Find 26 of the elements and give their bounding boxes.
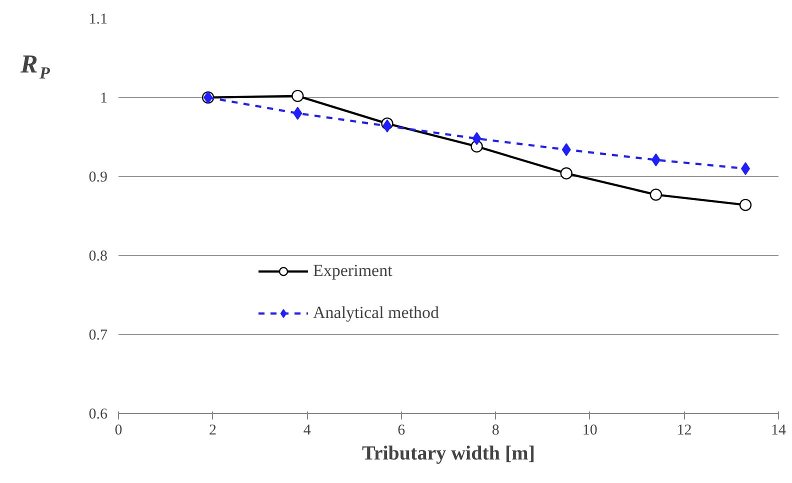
y-tick-label: 0.9 [88, 170, 108, 186]
y-tick-label: 1 [100, 90, 108, 106]
point [651, 153, 660, 166]
legend-label: Experiment [313, 261, 392, 281]
y-tick-label: 1.1 [88, 12, 108, 28]
point [560, 167, 572, 180]
x-tick-label: 0 [114, 422, 122, 438]
x-tick-label: 4 [303, 422, 312, 438]
x-tick-label: 14 [771, 422, 786, 438]
legend-label: Analytical method [313, 303, 440, 323]
y-tick-label: 0.7 [88, 328, 108, 344]
y-tick-label: 0.8 [88, 248, 108, 264]
point [739, 198, 752, 212]
x-tick-label: 8 [492, 422, 500, 438]
point [293, 106, 302, 120]
x-tick-label: 10 [582, 422, 598, 438]
x-tick-label: 12 [676, 422, 692, 438]
x-tick-label: 6 [398, 422, 406, 438]
point [562, 143, 571, 156]
point [472, 132, 482, 146]
point [382, 119, 392, 132]
y-tick-label: 0.6 [88, 406, 108, 422]
point [650, 188, 662, 201]
x-axis-title: Tributary width [m] [362, 442, 535, 464]
x-tick-label: 2 [209, 422, 217, 438]
point [292, 90, 304, 102]
